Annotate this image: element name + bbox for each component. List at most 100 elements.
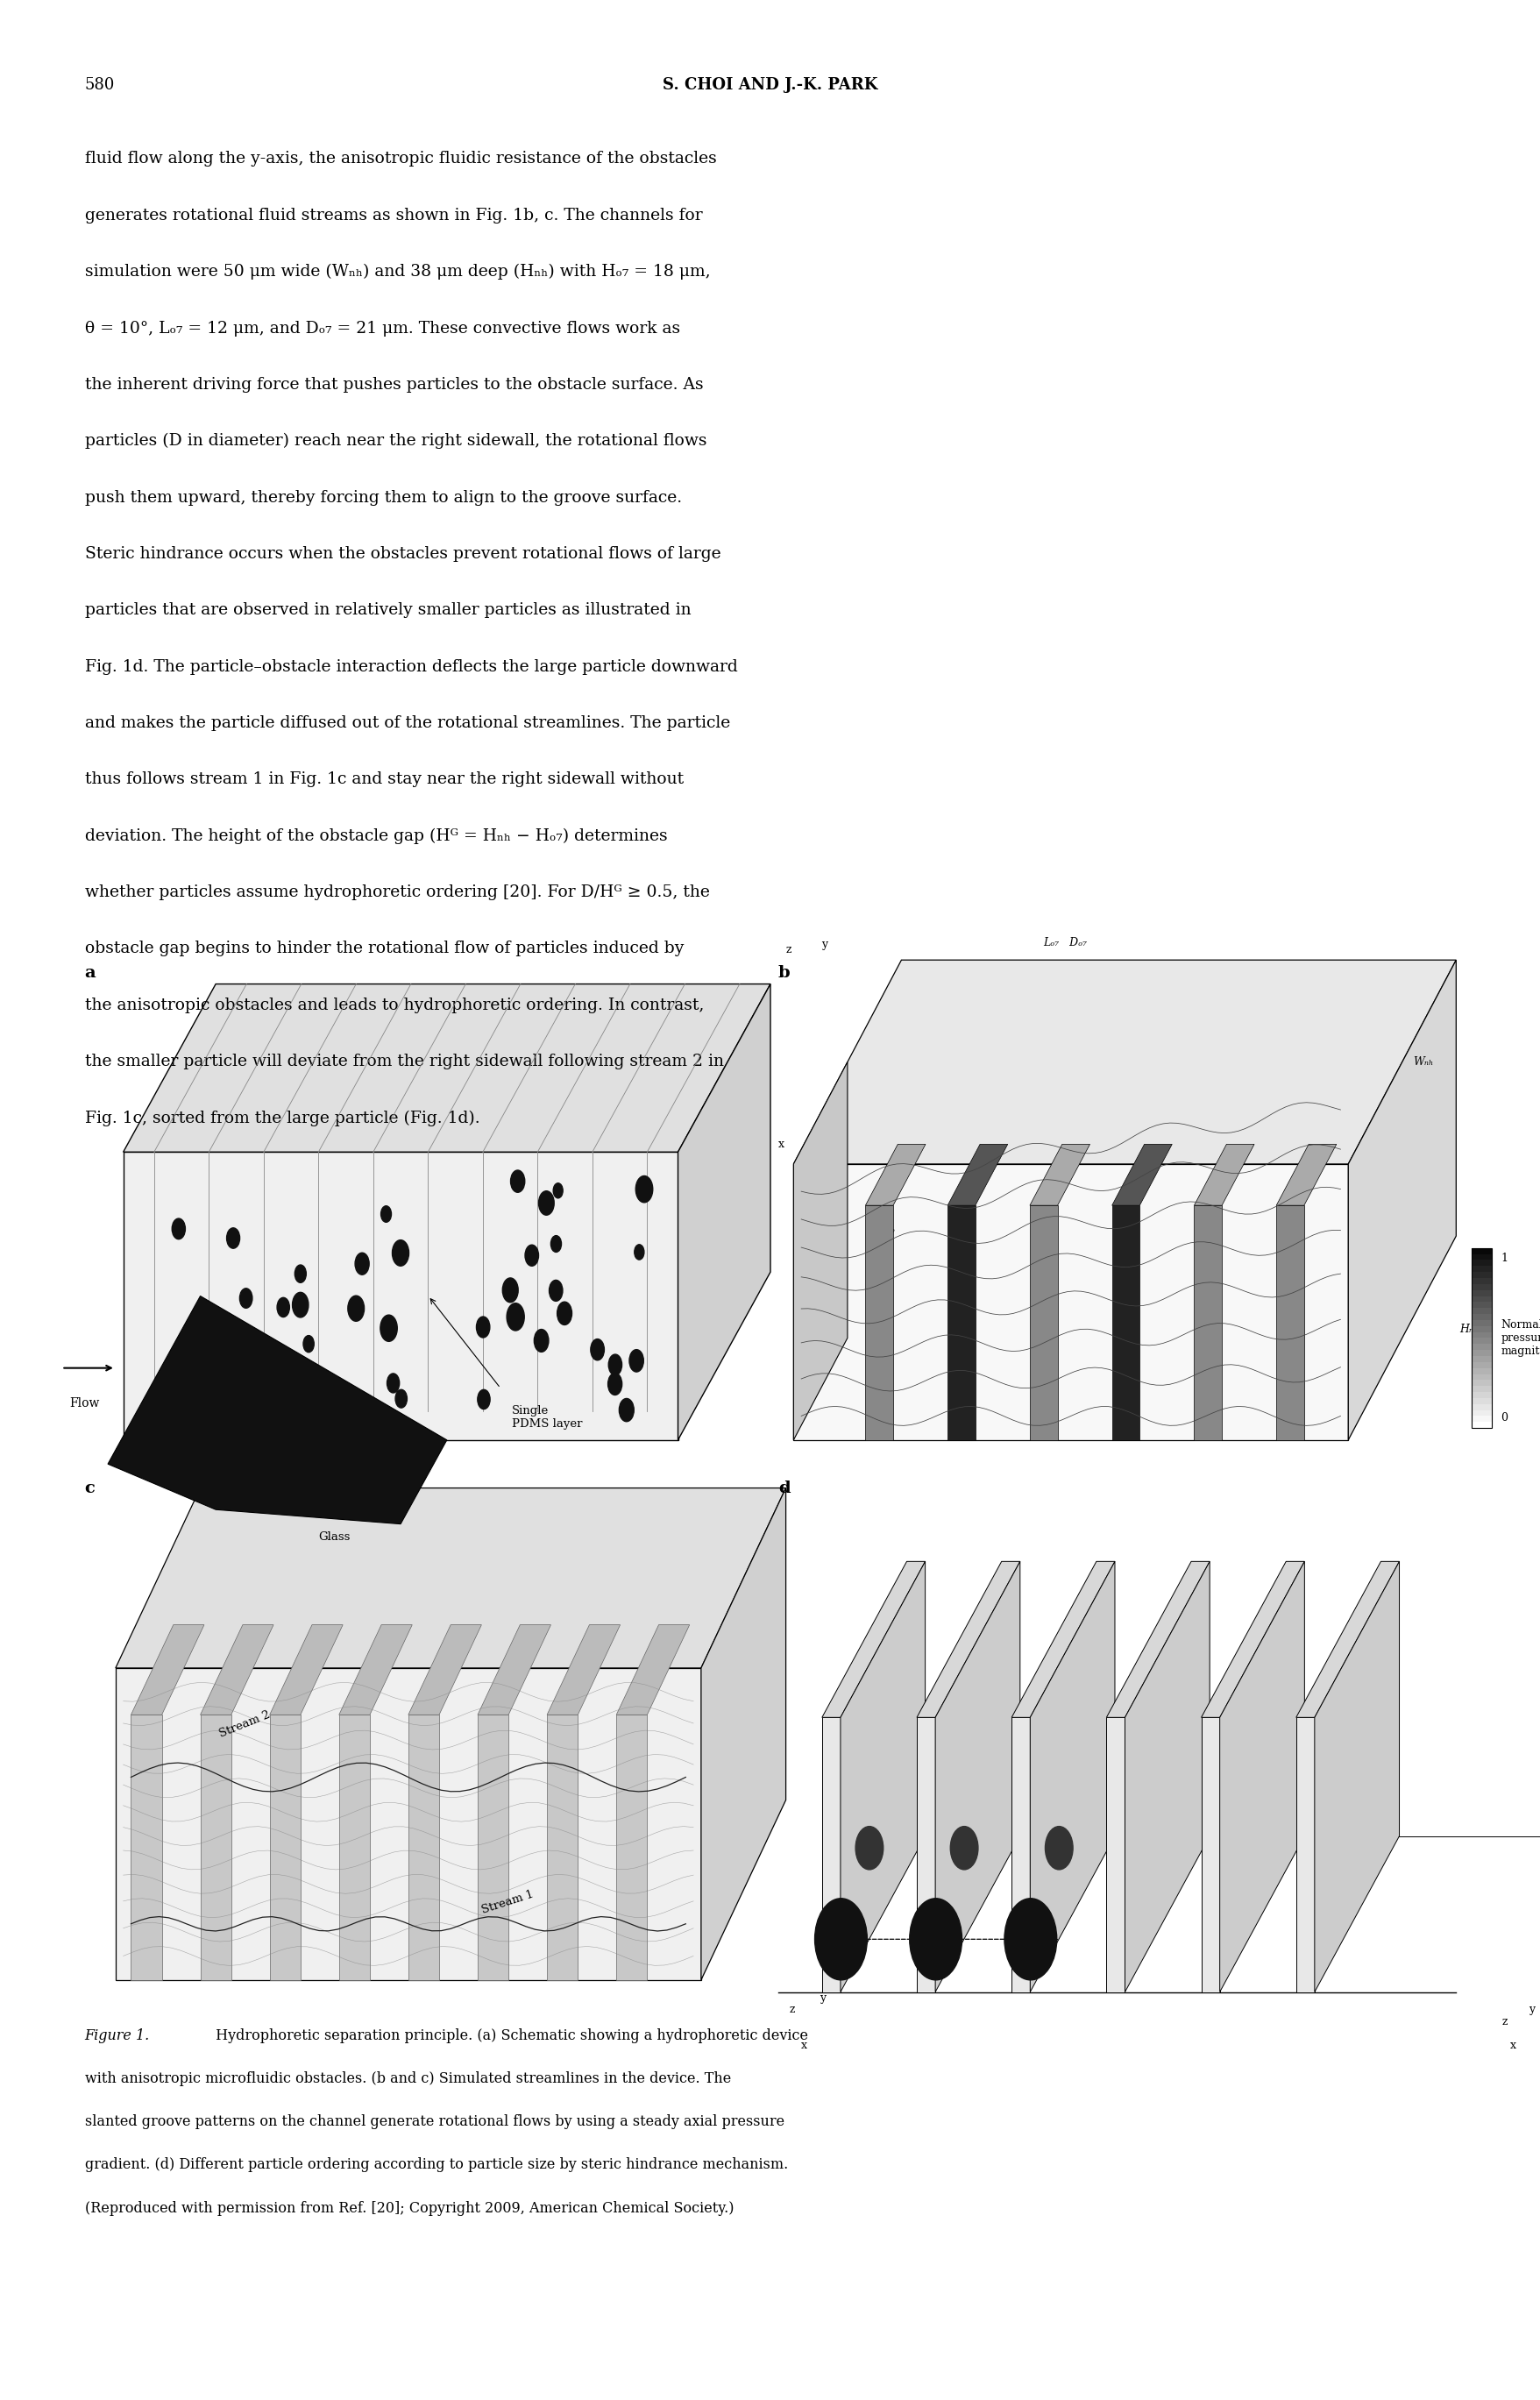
- Bar: [1471, 1373, 1491, 1380]
- Text: x: x: [801, 2040, 807, 2052]
- Circle shape: [348, 1296, 363, 1322]
- Text: z: z: [785, 943, 792, 955]
- Bar: [1471, 1248, 1491, 1253]
- Polygon shape: [1194, 1145, 1254, 1205]
- Polygon shape: [1194, 1205, 1221, 1440]
- Text: c: c: [85, 1481, 95, 1498]
- Bar: [1471, 1325, 1491, 1332]
- Text: θ = 10°, Lₒ₇ = 12 μm, and Dₒ₇ = 21 μm. These convective flows work as: θ = 10°, Lₒ₇ = 12 μm, and Dₒ₇ = 21 μm. T…: [85, 319, 679, 336]
- Circle shape: [502, 1277, 517, 1303]
- Bar: [1471, 1416, 1491, 1421]
- Text: Normalized
pressure
magnitude: Normalized pressure magnitude: [1500, 1320, 1540, 1356]
- Polygon shape: [1012, 1718, 1030, 1992]
- Polygon shape: [123, 984, 770, 1152]
- Text: d: d: [778, 1481, 790, 1498]
- Bar: [1471, 1380, 1491, 1385]
- Polygon shape: [947, 1145, 1007, 1205]
- Text: and makes the particle diffused out of the rotational streamlines. The particle: and makes the particle diffused out of t…: [85, 715, 730, 732]
- Circle shape: [590, 1339, 604, 1361]
- Circle shape: [387, 1373, 399, 1392]
- Polygon shape: [916, 1562, 1019, 1718]
- Text: x: x: [778, 1138, 784, 1150]
- Text: Glass: Glass: [317, 1531, 350, 1543]
- Polygon shape: [839, 1562, 924, 1992]
- Text: simulation were 50 μm wide (Wₙₕ) and 38 μm deep (Hₙₕ) with Hₒ₇ = 18 μm,: simulation were 50 μm wide (Wₙₕ) and 38 …: [85, 264, 710, 281]
- Circle shape: [510, 1171, 525, 1193]
- Polygon shape: [1295, 1718, 1314, 1992]
- Circle shape: [477, 1390, 490, 1409]
- Text: whether particles assume hydrophoretic ordering [20]. For D/Hᴳ ≥ 0.5, the: whether particles assume hydrophoretic o…: [85, 883, 710, 900]
- Bar: [1471, 1284, 1491, 1291]
- Polygon shape: [1348, 960, 1455, 1440]
- Text: Fig. 1d. The particle–obstacle interaction deflects the large particle downward: Fig. 1d. The particle–obstacle interacti…: [85, 658, 738, 674]
- Text: 580: 580: [85, 77, 116, 94]
- Polygon shape: [793, 1061, 847, 1440]
- Bar: [1471, 1277, 1491, 1284]
- Polygon shape: [1124, 1562, 1209, 1992]
- Polygon shape: [1012, 1562, 1115, 1718]
- Circle shape: [608, 1373, 622, 1394]
- Circle shape: [293, 1291, 308, 1318]
- Circle shape: [380, 1315, 397, 1342]
- Circle shape: [507, 1303, 524, 1330]
- Polygon shape: [131, 1625, 203, 1714]
- Polygon shape: [701, 1488, 785, 1980]
- Polygon shape: [1106, 1718, 1124, 1992]
- Circle shape: [550, 1236, 561, 1253]
- Polygon shape: [1275, 1205, 1303, 1440]
- Circle shape: [294, 1265, 306, 1282]
- Text: Stream 2: Stream 2: [217, 1709, 271, 1740]
- Circle shape: [557, 1301, 571, 1325]
- Polygon shape: [865, 1145, 926, 1205]
- Text: fluid flow along the y-axis, the anisotropic fluidic resistance of the obstacles: fluid flow along the y-axis, the anisotr…: [85, 151, 716, 168]
- Circle shape: [634, 1246, 644, 1260]
- Circle shape: [619, 1399, 633, 1421]
- Text: Single
PDMS layer: Single PDMS layer: [511, 1406, 582, 1430]
- Polygon shape: [916, 1718, 935, 1992]
- Circle shape: [909, 1898, 961, 1980]
- Polygon shape: [821, 1718, 839, 1992]
- Polygon shape: [865, 1205, 893, 1440]
- Bar: [1471, 1248, 1491, 1428]
- Polygon shape: [116, 1668, 701, 1980]
- Bar: [1471, 1361, 1491, 1368]
- Polygon shape: [408, 1714, 439, 1980]
- Text: the smaller particle will deviate from the right sidewall following stream 2 in: the smaller particle will deviate from t…: [85, 1054, 724, 1070]
- Bar: [1471, 1308, 1491, 1315]
- Bar: [1471, 1356, 1491, 1363]
- Polygon shape: [678, 984, 770, 1440]
- Text: y: y: [1528, 2004, 1534, 2016]
- Bar: [1471, 1368, 1491, 1373]
- Polygon shape: [793, 1164, 1348, 1440]
- Circle shape: [539, 1190, 554, 1214]
- Text: with anisotropic microfluidic obstacles. (b and c) Simulated streamlines in the : with anisotropic microfluidic obstacles.…: [85, 2071, 730, 2086]
- Circle shape: [548, 1279, 562, 1301]
- Polygon shape: [1030, 1562, 1115, 1992]
- Polygon shape: [947, 1205, 975, 1440]
- Bar: [1471, 1397, 1491, 1404]
- Text: gradient. (d) Different particle ordering according to particle size by steric h: gradient. (d) Different particle orderin…: [85, 2158, 787, 2172]
- Text: a: a: [85, 965, 95, 982]
- Bar: [1471, 1313, 1491, 1320]
- Text: Flow: Flow: [69, 1397, 100, 1409]
- Polygon shape: [477, 1625, 551, 1714]
- Polygon shape: [408, 1625, 482, 1714]
- Text: deviation. The height of the obstacle gap (Hᴳ = Hₙₕ − Hₒ₇) determines: deviation. The height of the obstacle ga…: [85, 828, 667, 845]
- Polygon shape: [200, 1714, 231, 1980]
- Circle shape: [380, 1205, 391, 1222]
- Text: 1: 1: [1500, 1253, 1508, 1265]
- Text: x: x: [1509, 2040, 1515, 2052]
- Polygon shape: [935, 1562, 1019, 1992]
- Text: Steric hindrance occurs when the obstacles prevent rotational flows of large: Steric hindrance occurs when the obstacl…: [85, 545, 721, 562]
- Circle shape: [303, 1334, 314, 1351]
- Bar: [1471, 1265, 1491, 1272]
- Polygon shape: [1106, 1562, 1209, 1718]
- Text: Hydrophoretic separation principle. (a) Schematic showing a hydrophoretic device: Hydrophoretic separation principle. (a) …: [211, 2028, 807, 2042]
- Polygon shape: [1314, 1562, 1398, 1992]
- Circle shape: [855, 1826, 882, 1870]
- Polygon shape: [339, 1714, 370, 1980]
- Circle shape: [226, 1229, 240, 1248]
- Text: Figure 1.: Figure 1.: [85, 2028, 149, 2042]
- Text: Lₒ₇   Dₒ₇: Lₒ₇ Dₒ₇: [1043, 936, 1086, 948]
- Text: particles that are observed in relatively smaller particles as illustrated in: particles that are observed in relativel…: [85, 602, 690, 619]
